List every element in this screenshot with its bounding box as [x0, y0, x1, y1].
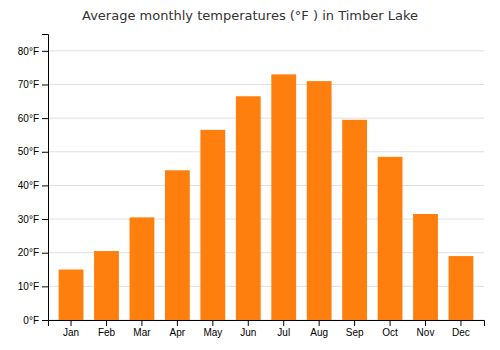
x-axis-line	[49, 321, 485, 327]
bar	[200, 130, 225, 320]
bar	[342, 120, 367, 320]
x-tick-label: Jul	[277, 327, 290, 338]
x-tick-label: Apr	[170, 327, 186, 338]
x-tick: Nov	[417, 320, 435, 338]
x-tick: Jun	[240, 320, 256, 338]
y-tick-mark	[42, 219, 48, 220]
grid-line	[48, 151, 484, 152]
chart: Jan Feb Mar Apr May Jun Jul Aug Sep Oct Nov Dec 0°F 1…	[0, 0, 500, 350]
x-tick-mark	[425, 320, 426, 326]
grid-line	[48, 185, 484, 186]
x-tick-mark	[212, 320, 213, 326]
x-tick-mark	[71, 320, 72, 326]
x-tick-mark	[460, 320, 461, 326]
x-tick-mark	[390, 320, 391, 326]
y-tick-mark	[42, 253, 48, 254]
y-tick: 50°F	[18, 146, 48, 157]
y-tick-label: 0°F	[23, 315, 39, 326]
bar	[130, 217, 155, 320]
bar	[165, 170, 190, 320]
bar	[378, 157, 403, 320]
x-tick: May	[203, 320, 222, 338]
y-tick: 60°F	[18, 113, 48, 124]
y-tick: 20°F	[18, 247, 48, 258]
y-tick-mark	[42, 118, 48, 119]
x-tick: Jul	[277, 320, 290, 338]
y-axis-line	[42, 35, 49, 321]
x-tick-mark	[141, 320, 142, 326]
y-tick-mark	[42, 185, 48, 186]
y-tick-label: 10°F	[18, 281, 39, 292]
y-tick-label: 80°F	[18, 46, 39, 57]
y-tick: 10°F	[18, 281, 48, 292]
grid-line	[48, 118, 484, 119]
y-tick-label: 70°F	[18, 79, 39, 90]
x-tick-mark	[248, 320, 249, 326]
y-tick-mark	[42, 152, 48, 153]
grid	[48, 51, 484, 320]
title: Average monthly temperatures (°F ) in Ti…	[82, 8, 418, 23]
y-axis: 0°F 10°F 20°F 30°F 40°F 50°F 60°F 70°F 80°F	[18, 35, 49, 326]
y-tick-label: 40°F	[18, 180, 39, 191]
plot: Jan Feb Mar Apr May Jun Jul Aug Sep Oct Nov Dec 0°F 1…	[18, 35, 485, 339]
bar	[59, 270, 84, 320]
x-tick-label: May	[203, 327, 222, 338]
y-tick-mark	[42, 320, 48, 321]
y-tick: 30°F	[18, 214, 48, 225]
x-tick-label: Jun	[240, 327, 256, 338]
y-tick-label: 60°F	[18, 113, 39, 124]
bar	[236, 96, 261, 320]
x-tick-label: Feb	[98, 327, 116, 338]
x-tick: Aug	[310, 320, 328, 338]
x-tick-label: Aug	[310, 327, 328, 338]
y-tick-mark	[42, 84, 48, 85]
x-tick: Apr	[170, 320, 186, 338]
grid-line	[48, 84, 484, 85]
x-tick-label: Sep	[346, 327, 364, 338]
x-tick-label: Mar	[133, 327, 151, 338]
x-axis: Jan Feb Mar Apr May Jun Jul Aug Sep Oct Nov Dec	[49, 320, 485, 338]
x-tick-label: Dec	[452, 327, 470, 338]
x-tick-label: Nov	[417, 327, 435, 338]
y-tick: 80°F	[18, 46, 48, 57]
x-tick-label: Jan	[63, 327, 79, 338]
bar	[307, 81, 332, 320]
x-tick: Mar	[133, 320, 151, 338]
x-tick-label: Oct	[382, 327, 398, 338]
y-tick: 70°F	[18, 79, 48, 90]
x-tick: Sep	[346, 320, 364, 338]
x-tick: Dec	[452, 320, 470, 338]
y-tick-label: 30°F	[18, 214, 39, 225]
bar	[271, 74, 296, 320]
x-tick-mark	[177, 320, 178, 326]
y-tick: 40°F	[18, 180, 48, 191]
y-tick-mark	[42, 286, 48, 287]
x-tick: Feb	[98, 320, 116, 338]
bars	[59, 74, 474, 320]
bar	[413, 214, 438, 320]
y-tick-mark	[42, 51, 48, 52]
x-tick-mark	[106, 320, 107, 326]
x-tick-mark	[354, 320, 355, 326]
y-tick-label: 20°F	[18, 247, 39, 258]
grid-line	[48, 50, 484, 51]
x-tick-mark	[319, 320, 320, 326]
bar	[94, 251, 119, 320]
y-tick-label: 50°F	[18, 146, 39, 157]
x-tick: Oct	[382, 320, 398, 338]
x-tick: Jan	[63, 320, 79, 338]
y-tick: 0°F	[23, 315, 48, 326]
bar	[449, 256, 474, 320]
x-tick-mark	[283, 320, 284, 326]
